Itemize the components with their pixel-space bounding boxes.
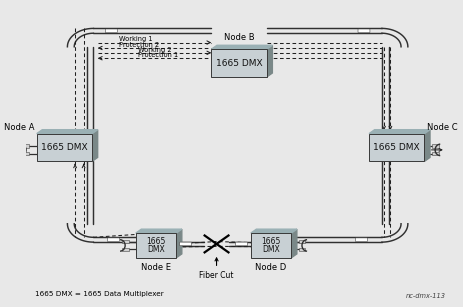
Text: Working 1: Working 1	[119, 36, 152, 42]
Text: Protection 1: Protection 1	[138, 52, 177, 58]
FancyBboxPatch shape	[211, 49, 266, 77]
FancyBboxPatch shape	[105, 29, 117, 33]
FancyBboxPatch shape	[23, 145, 30, 148]
Polygon shape	[211, 45, 272, 49]
FancyBboxPatch shape	[235, 242, 247, 246]
Text: 1665 DMX: 1665 DMX	[215, 59, 262, 68]
Text: Node C: Node C	[425, 123, 456, 132]
FancyBboxPatch shape	[107, 238, 119, 242]
FancyBboxPatch shape	[357, 29, 369, 33]
FancyBboxPatch shape	[431, 152, 438, 155]
FancyBboxPatch shape	[431, 145, 438, 148]
Text: Node E: Node E	[141, 263, 171, 272]
Text: DMX: DMX	[262, 245, 279, 254]
Polygon shape	[136, 229, 181, 233]
FancyBboxPatch shape	[121, 247, 128, 251]
Polygon shape	[176, 229, 181, 258]
Polygon shape	[37, 130, 97, 134]
FancyBboxPatch shape	[368, 134, 424, 161]
Text: 1665 DMX: 1665 DMX	[373, 143, 419, 152]
Text: 1665 DMX = 1665 Data Multiplexer: 1665 DMX = 1665 Data Multiplexer	[35, 291, 163, 297]
Text: Node B: Node B	[223, 33, 254, 42]
FancyBboxPatch shape	[298, 247, 305, 251]
FancyBboxPatch shape	[121, 240, 128, 243]
Polygon shape	[266, 45, 272, 77]
Polygon shape	[250, 229, 296, 233]
Text: 1665: 1665	[146, 237, 165, 246]
Text: Fiber Cut: Fiber Cut	[199, 258, 233, 280]
Text: 1665 DMX: 1665 DMX	[41, 143, 88, 152]
Text: 1665: 1665	[261, 237, 280, 246]
Text: Node D: Node D	[255, 263, 286, 272]
Polygon shape	[424, 130, 429, 161]
Text: Node A: Node A	[4, 123, 35, 132]
FancyBboxPatch shape	[298, 240, 305, 243]
Polygon shape	[368, 130, 429, 134]
Text: nc-dmx-113: nc-dmx-113	[405, 293, 445, 299]
FancyBboxPatch shape	[179, 242, 191, 246]
Polygon shape	[92, 130, 97, 161]
FancyBboxPatch shape	[355, 238, 367, 242]
Text: DMX: DMX	[147, 245, 164, 254]
Text: Working 2: Working 2	[138, 47, 171, 52]
FancyBboxPatch shape	[37, 134, 92, 161]
FancyBboxPatch shape	[23, 152, 30, 155]
Text: Protection 2: Protection 2	[119, 42, 159, 48]
FancyBboxPatch shape	[250, 233, 291, 258]
FancyBboxPatch shape	[136, 233, 176, 258]
Polygon shape	[291, 229, 296, 258]
